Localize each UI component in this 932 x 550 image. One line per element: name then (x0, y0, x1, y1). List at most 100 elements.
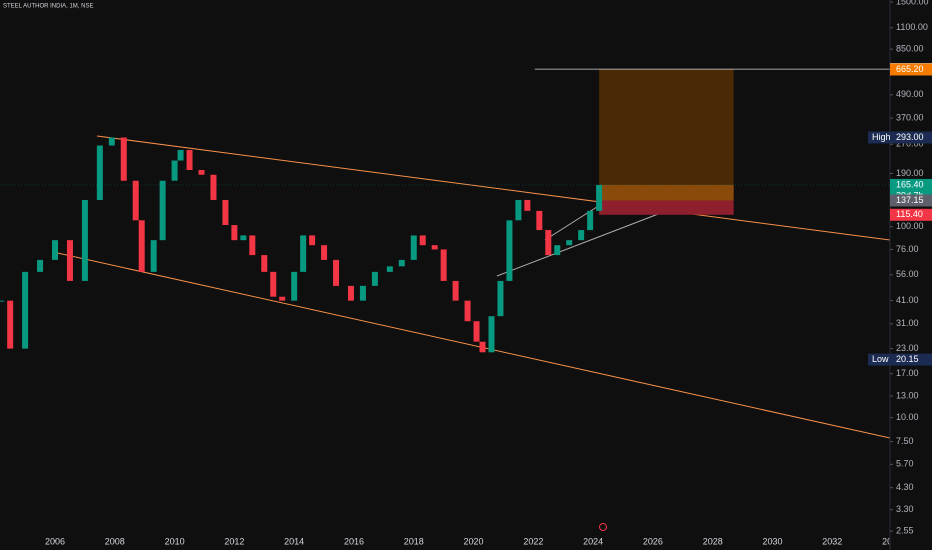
candle (398, 259, 405, 267)
candle (222, 199, 229, 226)
resistance-line (544, 204, 601, 241)
price-label-box (890, 194, 932, 207)
candle (0, 300, 5, 302)
candle (452, 280, 459, 301)
upper-trendline (96, 135, 891, 241)
target-zone (599, 69, 734, 201)
candle (270, 271, 277, 297)
candle (132, 180, 139, 221)
y-tick-label: 190.00 (896, 168, 924, 178)
candle (566, 240, 573, 246)
candle (536, 210, 543, 231)
candle (488, 316, 495, 353)
candle (177, 150, 184, 161)
candle (279, 296, 286, 301)
candle (479, 341, 486, 353)
drawings (52, 135, 891, 439)
candle (22, 271, 29, 349)
candle (371, 271, 378, 286)
candle (261, 255, 268, 272)
candle (587, 210, 594, 231)
y-tick-label: 490.00 (896, 89, 924, 99)
candle (464, 300, 471, 322)
candle (120, 137, 127, 181)
candle (81, 199, 88, 281)
plot: 2006 2008 2010 2012 2014 2016 2018 2020 2022 2024… (0, 68, 902, 546)
candle (440, 249, 447, 281)
candle (497, 280, 504, 317)
x-tick-label: 2028 (703, 536, 723, 546)
open-profit (599, 184, 734, 201)
candle (186, 150, 193, 171)
y-tick-label: 76.00 (896, 244, 919, 254)
candle (419, 235, 426, 246)
y-tick-label: 10.00 (896, 412, 919, 422)
price-axis-labels: 1500.00 1100.00 850.00 490.00 370.00 270.00 19… (868, 0, 932, 535)
candle (210, 174, 217, 200)
y-tick-label: 1100.00 (896, 22, 928, 32)
y-tick-label: 4.30 (896, 482, 914, 492)
y-tick-label: 23.00 (896, 343, 919, 353)
candle (96, 145, 103, 200)
y-tick-label: 1500.00 (896, 0, 929, 6)
candle (431, 245, 438, 250)
candle (386, 266, 393, 272)
candle (309, 235, 316, 246)
lower-trendline (52, 251, 891, 439)
high-value: 293.00 (896, 132, 924, 142)
candle (198, 170, 205, 175)
event-icon (599, 523, 607, 531)
candle (291, 271, 298, 301)
x-tick-label: 2030 (762, 536, 782, 546)
candle (249, 235, 256, 256)
price-label: 165.40 (896, 179, 924, 189)
high-label-box (868, 131, 932, 144)
candle (359, 285, 366, 301)
price-label: 137.15 (896, 195, 924, 205)
y-tick-label: 31.00 (896, 318, 919, 328)
candle (7, 300, 14, 349)
low-label-box (868, 353, 932, 366)
x-tick-label: 2032 (822, 536, 842, 546)
chart-title: STEEL AUTHOR INDIA, 1M, NSE (3, 4, 93, 10)
stop-zone (599, 200, 734, 215)
high-name: High (872, 132, 891, 142)
y-tick-label: 2.55 (896, 525, 914, 535)
x-tick-label: 2008 (105, 536, 125, 546)
candle (347, 285, 354, 301)
x-tick-label: 2018 (404, 536, 424, 546)
candle (410, 235, 417, 260)
y-tick-label: 850.00 (896, 44, 924, 54)
y-tick-label: 3.30 (896, 504, 914, 514)
x-tick-label: 2014 (284, 536, 304, 546)
candle (515, 199, 522, 221)
candle (150, 240, 157, 272)
y-tick-label: 100.00 (896, 221, 924, 231)
candle (333, 259, 340, 286)
y-tick-label: 270.00 (896, 139, 924, 149)
price-label: 115.40 (896, 209, 923, 219)
low-name: Low (872, 354, 889, 364)
price-label-box (890, 208, 932, 221)
price-axis (890, 0, 932, 550)
candle (578, 230, 585, 241)
candle (66, 240, 73, 281)
price-label: 665.20 (896, 64, 924, 74)
price-label-box (890, 63, 932, 76)
x-tick-label: 2026 (643, 536, 663, 546)
y-tick-label: 56.00 (896, 269, 919, 279)
candle (321, 245, 328, 260)
y-tick-label: 17.00 (896, 368, 919, 378)
candle (108, 137, 115, 146)
x-tick-label: 2024 (583, 536, 603, 546)
candle (596, 184, 603, 211)
candle (138, 220, 145, 272)
x-tick-label: 2016 (344, 536, 364, 546)
candle (506, 220, 513, 281)
y-tick-label: 370.00 (896, 113, 924, 123)
x-tick-label: 2006 (45, 536, 65, 546)
candle (171, 160, 178, 181)
candle (37, 259, 44, 272)
